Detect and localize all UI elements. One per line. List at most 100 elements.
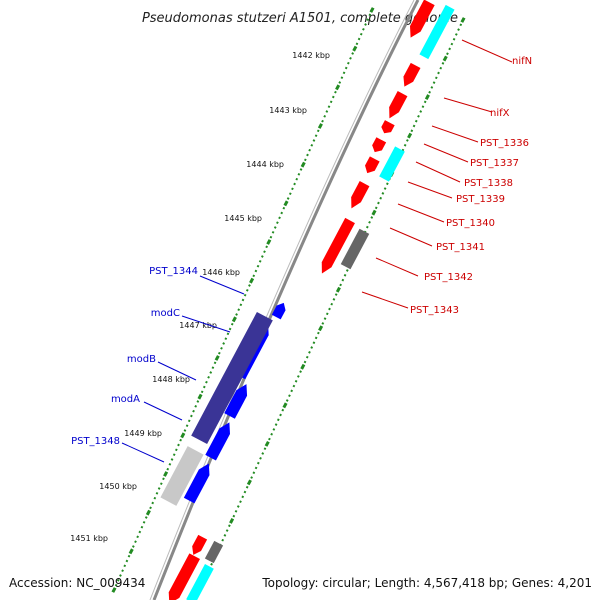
scale-tick [335,84,341,91]
scale-tick [157,487,161,490]
gene-label: PST_1338 [464,178,513,189]
label-leader-lines [121,39,513,463]
scale-tick [274,423,278,426]
scale-tick [331,95,335,99]
scale-tick [243,490,247,494]
scale-tick [288,394,291,398]
gene-label: PST_1344 [149,266,198,277]
leader-line [415,161,461,183]
scale-tick [305,355,309,359]
gene-arrow [205,422,230,461]
scale-tick [442,55,448,62]
gene-label: PST_1336 [480,138,529,149]
other-feature [340,228,370,270]
scale-tick [111,587,117,593]
accession-text: Accession: NC_009434 [9,576,145,590]
scale-tick [454,33,458,36]
gene-label: modA [111,394,140,405]
scale-tick [256,264,260,268]
scale-tick [368,13,372,17]
scale-tick [339,283,342,287]
scale-tick [406,139,409,142]
scale-tick [174,448,178,452]
scale-tick [460,17,466,23]
scale-tick [226,332,230,336]
scale-tick [209,371,213,374]
scale-tick [419,110,423,113]
scale-tick [248,284,251,287]
scale-tick [282,206,286,210]
scale-tick [338,81,342,84]
scale-tick [237,308,241,312]
scale-tick [145,509,151,516]
scale-tick [314,134,318,138]
gene-label: modC [151,308,180,319]
scale-tick [355,42,359,46]
gene-label: PST_1343 [410,305,459,316]
scale-tick [452,37,456,41]
scale-tick [272,428,276,431]
scale-tick [410,129,414,133]
gene-label: PST_1342 [424,272,473,283]
scale-tick [359,32,363,36]
scale-tick [245,485,249,489]
scale-tick [162,477,165,481]
scale-tick [288,192,292,196]
scale-tick [281,408,285,412]
scale-tick [136,535,140,539]
scale-labels: 1442 kbp 1443 kbp 1444 kbp 1445 kbp 1446 kbp… [70,51,330,543]
scale-tick [155,491,159,495]
gene-arrow [372,137,387,153]
scale-tick [310,143,314,147]
scale-tick [194,404,198,408]
gene-track [160,0,455,600]
scale-tick [142,520,146,524]
gene-arrow [365,156,380,174]
scale-tick [172,453,176,457]
gene-arrow [389,91,408,119]
scale-tick [370,216,374,219]
leader-line [431,125,479,143]
scale-tick [295,177,299,181]
scale-tick [374,206,378,210]
scale-tick [179,438,183,442]
scale-tick [149,506,152,510]
scale-tick [151,501,155,505]
scale-tick [312,341,316,345]
scale-tick [200,390,204,394]
leader-line [143,401,183,421]
scale-label: 1444 kbp [246,160,284,169]
scale-tick [432,81,436,84]
scale-tick [114,583,118,587]
scale-tick [232,514,236,518]
scale-tick [407,132,413,139]
operon-block [160,446,204,506]
scale-tick [245,288,249,292]
scale-tick [144,516,148,519]
scale-tick [334,293,338,296]
gene-arrow [192,534,208,555]
scale-tick [236,505,240,508]
scale-tick [300,363,306,370]
scale-tick [207,375,210,379]
scale-tick [214,355,220,361]
scale-tick [349,56,352,60]
scale-tick [325,110,329,113]
leader-line [443,97,493,113]
scale-tick [259,456,262,460]
leader-line [375,257,419,277]
scale-tick [285,399,289,402]
scale-tick [265,245,269,249]
scale-tick [303,158,307,162]
gene-label: nifX [490,108,510,119]
scale-tick [428,90,431,94]
operon-block [191,311,273,445]
scale-tick [239,303,243,307]
scale-tick [180,432,186,439]
scale-tick [412,124,416,128]
gene-arrow [183,463,210,504]
scale-tick [286,197,290,200]
scale-tick [123,564,127,568]
scale-tick [276,418,280,422]
